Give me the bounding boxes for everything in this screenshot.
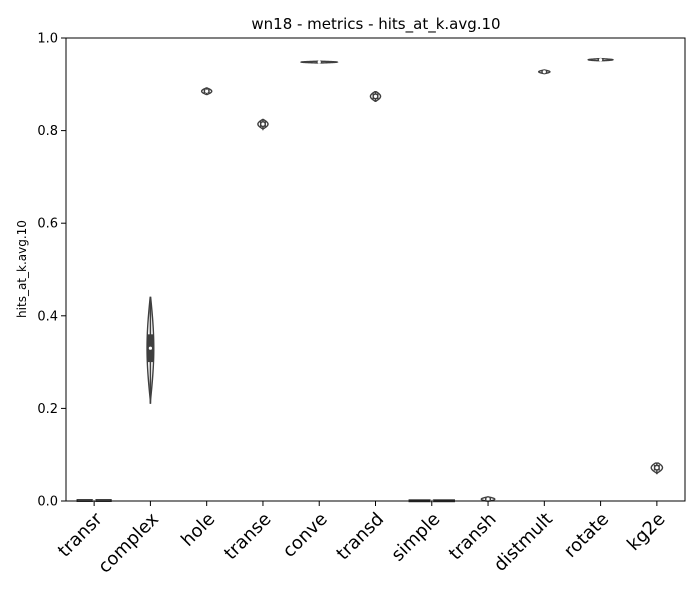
y-tick-label: 0.6	[37, 217, 58, 232]
violin-median	[205, 89, 209, 93]
violin-transd	[369, 91, 382, 103]
violin-hole	[200, 87, 213, 96]
x-tick-label-conve: conve	[279, 509, 332, 562]
chart-title: wn18 - metrics - hits_at_k.avg.10	[251, 15, 500, 34]
x-tick-label-transd: transd	[332, 509, 388, 565]
y-tick-label: 0.2	[37, 402, 58, 417]
violin-transh	[480, 496, 496, 502]
violin-median	[148, 346, 153, 350]
x-tick-label-transe: transe	[220, 509, 275, 564]
x-tick-label-hole: hole	[177, 509, 219, 551]
violin-transe	[257, 118, 269, 131]
y-tick-label: 1.0	[37, 32, 58, 47]
violin-median	[655, 466, 659, 470]
x-tick-label-transr: transr	[54, 508, 107, 561]
plot-frame	[65, 37, 686, 502]
violin-median	[542, 70, 546, 74]
x-tick-label-transh: transh	[445, 509, 501, 565]
violin-median	[486, 497, 490, 501]
violin-median	[317, 60, 321, 64]
x-tick-label-kg2e: kg2e	[623, 509, 669, 555]
violin-median	[261, 122, 265, 126]
violin-median	[598, 58, 603, 62]
violin-median	[373, 94, 378, 98]
plot-area	[76, 57, 664, 503]
violin-kg2e	[650, 462, 664, 475]
y-tick-label: 0.0	[37, 495, 58, 510]
violin-rotate	[587, 57, 614, 62]
y-tick-label: 0.8	[37, 124, 58, 139]
violin-complex	[146, 296, 155, 404]
violin-conve	[299, 60, 339, 64]
x-tick-label-rotate: rotate	[560, 509, 613, 562]
x-tick-label-simple: simple	[387, 509, 444, 566]
x-tick-label-distmult: distmult	[490, 509, 557, 576]
violin-distmult	[537, 69, 551, 75]
x-tick-label-complex: complex	[94, 508, 163, 577]
y-axis-label: hits_at_k.avg.10	[15, 220, 29, 318]
y-axis: 0.0 0.2 0.4 0.6 0.8 1.0	[37, 32, 66, 510]
y-tick-label: 0.4	[37, 309, 58, 324]
